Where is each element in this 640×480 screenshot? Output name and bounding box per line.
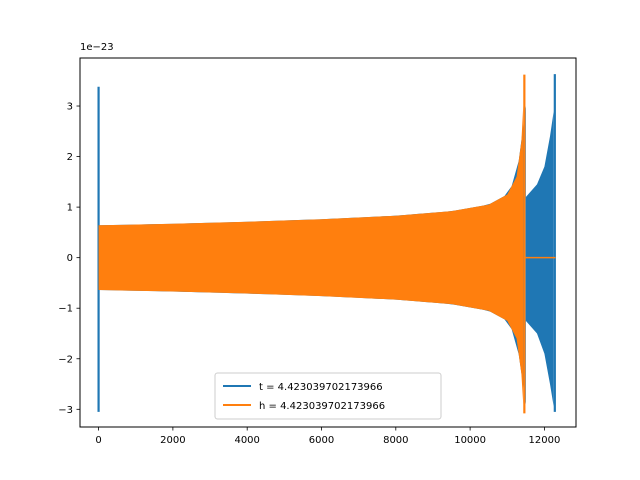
y-tick-label: 2 [67, 152, 73, 163]
series-h [98, 74, 556, 414]
legend-box [214, 372, 442, 420]
series-t-tail-envelope [525, 111, 554, 407]
y-axis-offset-label: 1e−23 [80, 42, 114, 53]
series-h-envelope [98, 106, 524, 405]
y-tick-label: −1 [58, 304, 73, 315]
y-tick-label: −3 [58, 405, 73, 416]
y-tick-label: 0 [67, 253, 73, 264]
series-layer [97, 74, 556, 414]
x-tick-label: 4000 [234, 435, 259, 446]
y-tick-label: −2 [58, 354, 73, 365]
legend-label: t = 4.423039702173966 [259, 382, 383, 393]
y-axis: −3 −2 −1 0 1 2 3 [58, 102, 80, 416]
x-tick-label: 8000 [383, 435, 408, 446]
x-tick-label: 12000 [529, 435, 561, 446]
legend-label: h = 4.423039702173966 [259, 401, 385, 412]
y-tick-label: 3 [67, 102, 73, 113]
legend: t = 4.423039702173966 h = 4.4230397021739… [214, 372, 442, 420]
x-tick-label: 0 [95, 435, 101, 446]
x-tick-label: 2000 [160, 435, 185, 446]
x-axis: 0 2000 4000 6000 8000 10000 12000 [95, 427, 560, 446]
axes-frame [79, 57, 577, 428]
x-tick-label: 6000 [309, 435, 334, 446]
x-tick-label: 10000 [454, 435, 486, 446]
y-tick-label: 1 [67, 203, 73, 214]
